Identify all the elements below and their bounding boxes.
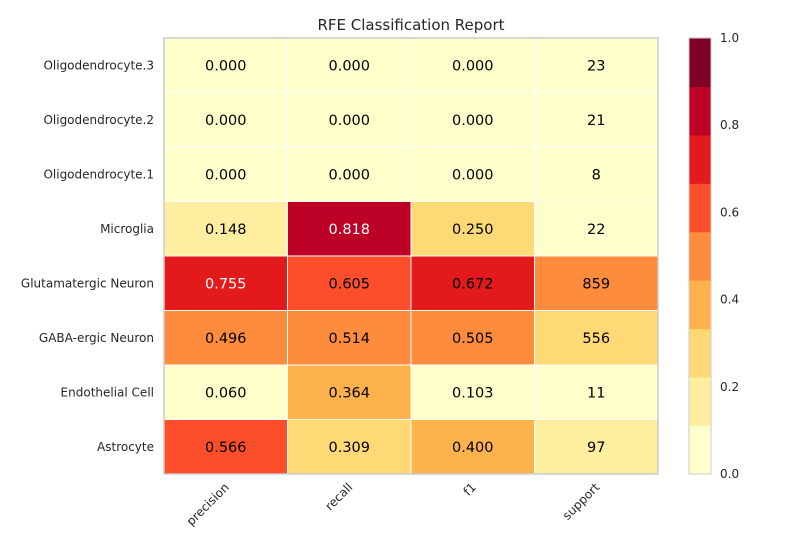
heatmap-cell	[410, 310, 535, 366]
heatmap-cell	[163, 201, 288, 257]
heatmap-cell	[287, 146, 412, 202]
cell-value-label: 0.400	[452, 440, 494, 456]
colorbar-tick-label: 0.0	[720, 467, 739, 481]
column-label: precision	[184, 480, 232, 528]
colorbar-segment	[689, 38, 711, 87]
cell-value-label: 0.505	[452, 331, 494, 347]
row-label: Oligodendrocyte.2	[43, 113, 154, 127]
cell-value-label: 0.000	[328, 167, 370, 183]
heatmap-cell	[534, 255, 659, 311]
cell-value-label: 23	[587, 58, 605, 74]
row-label: Endothelial Cell	[61, 385, 154, 399]
cell-value-label: 21	[587, 113, 605, 129]
cell-value-label: 0.250	[452, 222, 494, 238]
heatmap-cell	[534, 364, 659, 420]
cell-value-label: 0.060	[205, 385, 247, 401]
heatmap-cell	[287, 310, 412, 366]
heatmap-cell	[534, 201, 659, 257]
cell-value-label: 0.000	[452, 167, 494, 183]
colorbar-segment	[689, 377, 711, 427]
colorbar-frame	[688, 37, 712, 475]
heatmap-cell	[410, 364, 535, 420]
cell-value-label: 0.148	[205, 222, 247, 238]
column-label: support	[560, 480, 603, 523]
heatmap-cells: 0.000 0.000 0.000 23 0.000 0.000 0.000 21 0.000 0…	[163, 37, 659, 475]
cell-value-label: 0.605	[328, 276, 370, 292]
heatmap-cell	[163, 310, 288, 366]
cell-value-label: 0.309	[328, 440, 370, 456]
heatmap-cell	[287, 92, 412, 148]
plot-frame	[163, 37, 659, 475]
colorbar-tick-label: 0.2	[720, 380, 739, 394]
colorbar-tick-label: 0.4	[720, 293, 739, 307]
heatmap-cell	[534, 146, 659, 202]
heatmap-cell	[287, 37, 412, 93]
cell-value-label: 859	[582, 276, 610, 292]
cell-value-label: 0.755	[205, 276, 247, 292]
row-label: GABA-ergic Neuron	[39, 331, 154, 345]
cell-value-label: 0.566	[205, 440, 247, 456]
row-labels: Oligodendrocyte.3 Oligodendrocyte.2 Oligod…	[21, 58, 154, 454]
colorbar-segment	[689, 328, 711, 378]
cell-value-label: 0.000	[452, 113, 494, 129]
cell-value-label: 0.514	[328, 331, 370, 347]
heatmap-cell	[163, 419, 288, 475]
heatmap-cell	[534, 37, 659, 93]
row-label: Astrocyte	[97, 440, 154, 454]
row-label: Glutamatergic Neuron	[21, 276, 154, 290]
cell-value-label: 11	[587, 385, 605, 401]
colorbar-tick-label: 1.0	[720, 31, 739, 45]
heatmap-cell	[287, 201, 412, 257]
cell-value-label: 0.000	[205, 58, 247, 74]
row-label: Oligodendrocyte.1	[43, 167, 154, 181]
heatmap-cell	[163, 364, 288, 420]
row-label: Oligodendrocyte.3	[43, 58, 154, 72]
cell-value-label: 22	[587, 222, 605, 238]
heatmap-cell	[287, 255, 412, 311]
cell-value-label: 0.000	[452, 58, 494, 74]
cell-value-label: 0.496	[205, 331, 247, 347]
colorbar-segment	[689, 86, 711, 136]
column-label: recall	[322, 480, 355, 513]
cell-value-label: 0.818	[328, 222, 370, 238]
colorbar: 0.0 0.2 0.4 0.6 0.8 1.0	[688, 31, 739, 481]
chart-title: RFE Classification Report	[317, 16, 504, 34]
colorbar-segment	[689, 231, 711, 281]
column-label: f1	[461, 480, 479, 498]
heatmap-cell	[534, 92, 659, 148]
cell-value-label: 0.000	[205, 113, 247, 129]
heatmap-cell	[410, 255, 535, 311]
colorbar-tick-label: 0.6	[720, 205, 739, 219]
colorbar-segment	[689, 134, 711, 184]
cell-value-label: 0.000	[328, 113, 370, 129]
colorbar-tick-label: 0.8	[720, 118, 739, 132]
heatmap-cell	[163, 92, 288, 148]
heatmap-cell	[410, 419, 535, 475]
heatmap-cell	[163, 37, 288, 93]
colorbar-segment	[689, 183, 711, 233]
cell-value-label: 0.000	[328, 58, 370, 74]
cell-value-label: 0.103	[452, 385, 494, 401]
column-labels: precision recall f1 support	[184, 480, 603, 528]
cell-value-label: 8	[592, 167, 601, 183]
colorbar-segment	[689, 425, 711, 475]
cell-value-label: 97	[587, 440, 605, 456]
cell-value-label: 0.364	[328, 385, 370, 401]
cell-value-label: 556	[582, 331, 610, 347]
row-label: Microglia	[100, 222, 154, 236]
cell-value-label: 0.672	[452, 276, 494, 292]
cell-value-label: 0.000	[205, 167, 247, 183]
colorbar-segment	[689, 280, 711, 330]
